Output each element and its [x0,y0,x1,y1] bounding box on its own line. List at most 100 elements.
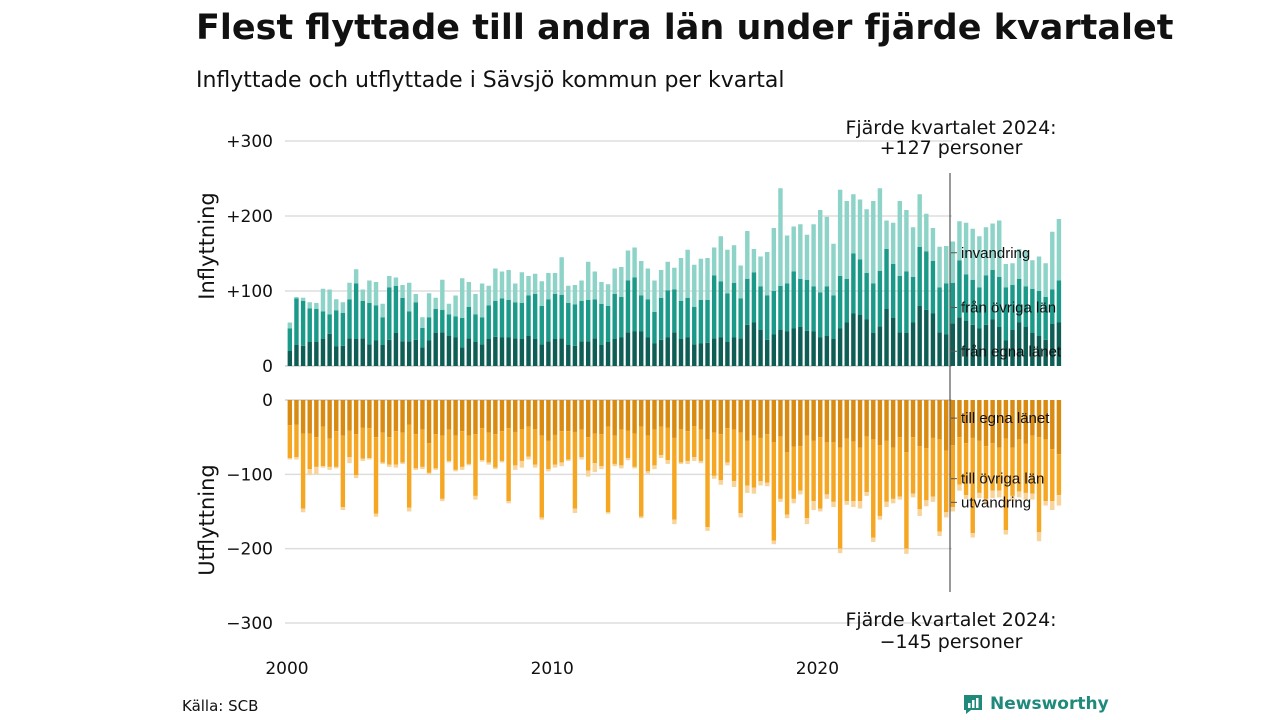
outflow-bar-1 [460,400,465,432]
inflow-bar-3 [871,201,876,284]
outflow-bar-2 [426,443,432,473]
inflow-bar-1 [420,347,425,366]
outflow-bar-3 [672,519,677,525]
x-tick-label: 2010 [531,659,574,679]
outflow-bar-1 [745,400,750,441]
inflow-bar-2 [857,259,863,315]
outflow-bar-1 [930,400,936,438]
outflow-bar-2 [360,427,365,459]
outflow-bar-2 [413,434,419,469]
outflow-bar-1 [764,400,770,435]
outflow-bar-2 [678,428,684,463]
inflow-bar-2 [784,283,790,332]
outflow-annotation-line2: −145 personer [880,631,1023,653]
outflow-bar-1 [1043,400,1048,440]
inflow-bar-1 [871,333,876,366]
inflow-bar-3 [393,277,399,286]
outflow-bar-3 [334,466,339,469]
inflow-bar-1 [877,326,883,366]
inflow-bar-2 [506,300,511,338]
inflow-bar-1 [486,339,491,366]
inflow-bar-1 [831,339,836,366]
inflow-bar-3 [506,270,511,300]
outflow-bar-1 [287,400,293,426]
outflow-bar-1 [784,400,790,453]
outflow-bar-2 [506,428,511,502]
inflow-bar-1 [1023,327,1028,366]
outflow-bar-1 [559,400,564,432]
outflow-bar-2 [937,439,942,532]
inflow-bar-3 [486,285,491,306]
inflow-bar-3 [977,236,982,288]
inflow-bar-2 [519,303,525,339]
outflow-bar-3 [546,469,551,472]
inflow-bar-2 [619,297,624,338]
inflow-bar-1 [605,342,611,366]
inflow-bar-3 [983,227,989,276]
outflow-bar-1 [711,400,717,433]
inflow-bar-2 [307,308,312,342]
outflow-bar-1 [983,400,989,447]
inflow-bar-1 [1016,322,1022,366]
outflow-bar-1 [387,400,392,438]
legend-invandring: invandring [961,245,1030,262]
inflow-bar-2 [320,311,326,339]
inflow-bar-1 [360,338,365,366]
outflow-bar-2 [957,437,962,485]
outflow-bar-3 [745,485,750,493]
inflow-bar-2 [917,246,922,306]
inflow-bar-3 [513,283,518,303]
outflow-bar-3 [771,540,777,545]
outflow-bar-2 [877,445,883,516]
inflow-bar-1 [619,337,624,366]
outflow-bar-1 [678,400,684,429]
outflow-bar-2 [559,431,564,463]
inflow-bar-1 [353,339,359,366]
outflow-bar-2 [327,438,332,467]
inflow-bar-1 [334,346,339,366]
inflow-bar-3 [831,243,836,296]
inflow-bar-3 [731,245,737,283]
outflow-bar-2 [658,426,664,456]
outflow-bar-1 [625,400,631,431]
inflow-bar-2 [632,277,637,332]
outflow-bar-2 [1056,454,1062,496]
inflow-bar-3 [997,220,1002,277]
inflow-bar-3 [778,188,783,286]
outflow-bar-1 [426,400,432,444]
inflow-bar-1 [592,338,598,366]
inflow-bar-2 [493,300,498,337]
outflow-bar-1 [705,400,710,440]
inflow-bar-2 [672,289,677,333]
outflow-bar-3 [353,475,359,479]
outflow-axis-title: Utflyttning [195,464,219,576]
inflow-bar-2 [725,293,730,342]
outflow-bar-1 [446,400,452,430]
outflow-bar-3 [400,462,405,464]
outflow-bar-2 [466,435,472,464]
inflow-bar-1 [804,330,810,366]
outflow-bar-2 [380,432,385,463]
outflow-bar-3 [572,508,578,513]
inflow-bar-1 [758,330,763,366]
inflow-bar-2 [572,304,578,346]
inflow-bar-2 [426,317,432,341]
inflow-bar-1 [818,337,823,366]
inflow-bar-1 [493,336,498,366]
inflow-bar-2 [367,303,372,345]
inflow-bar-1 [585,341,591,366]
inflow-bar-3 [798,224,803,279]
inflow-bar-2 [811,286,816,332]
outflow-bar-1 [970,400,975,438]
legend-fran-egna-lanet: från egna länet [961,343,1062,360]
outflow-bar-1 [897,400,902,438]
outflow-bar-3 [320,466,326,468]
brand-logo[interactable]: Newsworthy [962,693,1109,715]
inflow-bar-1 [373,340,379,366]
outflow-bar-2 [851,441,856,502]
outflow-bar-3 [751,487,757,494]
inflow-bar-1 [300,345,306,366]
inflow-bar-2 [764,295,770,340]
inflow-bar-2 [433,309,438,333]
outflow-bar-1 [433,400,438,435]
